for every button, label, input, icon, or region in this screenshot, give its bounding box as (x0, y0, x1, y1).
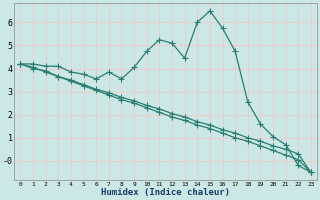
X-axis label: Humidex (Indice chaleur): Humidex (Indice chaleur) (101, 188, 230, 197)
